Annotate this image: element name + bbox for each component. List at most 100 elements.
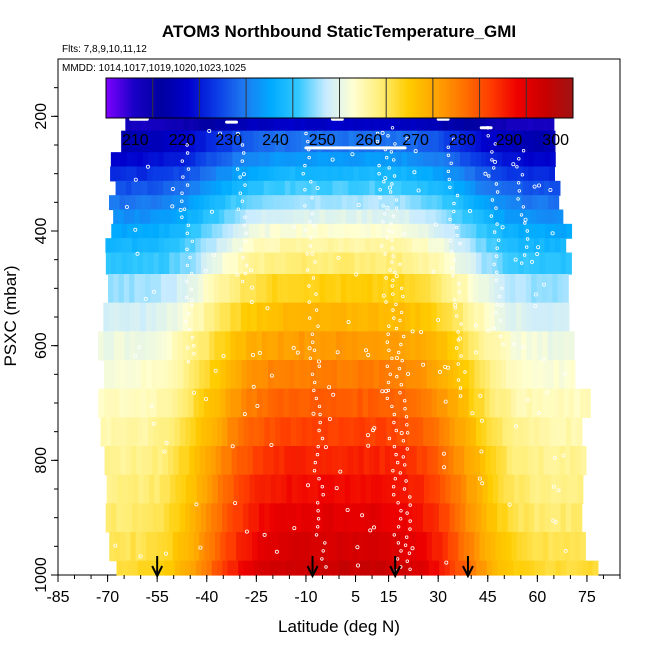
- heatmap-cell: [221, 166, 228, 182]
- heatmap-cell: [275, 252, 281, 275]
- heatmap-cell: [454, 152, 461, 168]
- heatmap-cell: [183, 360, 190, 390]
- heatmap-cell: [139, 209, 146, 225]
- sample-point: [456, 362, 460, 366]
- heatmap-cell: [110, 238, 117, 254]
- sample-point: [310, 332, 315, 336]
- sample-point: [250, 285, 255, 290]
- heatmap-cell: [279, 238, 286, 254]
- colorbar-swatch: [318, 78, 322, 118]
- sample-point: [410, 329, 415, 334]
- colorbar-gradient: [106, 78, 574, 118]
- heatmap-cell: [216, 417, 223, 447]
- heatmap-cell: [468, 388, 475, 418]
- colorbar-swatch: [260, 78, 263, 118]
- heatmap-cell: [232, 130, 239, 153]
- sample-point: [192, 344, 196, 348]
- heatmap-cell: [286, 474, 293, 504]
- heatmap-cell: [361, 209, 368, 225]
- heatmap-cell: [227, 560, 234, 576]
- heatmap-cell: [142, 152, 149, 168]
- heatmap-cell: [494, 274, 501, 304]
- heatmap-cell: [527, 109, 534, 132]
- heatmap-cell: [414, 274, 421, 304]
- sample-point: [392, 412, 396, 417]
- sample-point: [392, 444, 397, 449]
- heatmap-cell: [549, 238, 556, 254]
- heatmap-cell: [280, 252, 287, 275]
- heatmap-cell: [123, 209, 130, 225]
- heatmap-cell: [365, 223, 372, 239]
- heatmap-cell: [373, 388, 380, 418]
- heatmap-cell: [258, 166, 265, 182]
- heatmap-cell: [533, 166, 540, 182]
- colorbar-swatch: [330, 78, 333, 118]
- heatmap-cell: [291, 560, 297, 576]
- heatmap-cell: [359, 503, 366, 533]
- heatmap-cell: [404, 302, 411, 332]
- heatmap-cell: [120, 180, 127, 196]
- heatmap-cell: [557, 209, 564, 225]
- heatmap-cell: [342, 360, 348, 390]
- colorbar-ticks: 210 220 230 240 250 260 270 280 290 300: [122, 78, 574, 149]
- heatmap-cell: [523, 130, 530, 153]
- heatmap-cell: [391, 252, 398, 275]
- sample-point: [305, 252, 309, 256]
- sample-point: [185, 143, 189, 147]
- heatmap-cell: [167, 360, 174, 390]
- heatmap-cell: [550, 252, 557, 275]
- heatmap-cell: [540, 474, 547, 504]
- heatmap-cell: [119, 195, 126, 211]
- sample-point: [392, 174, 397, 178]
- heatmap-cell: [515, 274, 522, 304]
- sample-point: [403, 399, 407, 403]
- heatmap-cell: [236, 532, 243, 562]
- heatmap-cell: [421, 109, 428, 132]
- heatmap-cell: [195, 417, 202, 447]
- heatmap-cell: [576, 503, 583, 533]
- sample-point: [180, 199, 184, 203]
- colorbar-swatch: [162, 78, 165, 118]
- heatmap-cell: [189, 446, 196, 476]
- heatmap-cell: [155, 274, 162, 304]
- heatmap-cell: [359, 417, 366, 447]
- heatmap-cell: [474, 360, 481, 390]
- sample-point: [184, 319, 188, 324]
- sample-point: [521, 344, 526, 349]
- heatmap-cell: [117, 474, 124, 504]
- heatmap-cell: [492, 223, 499, 239]
- heatmap-cell: [446, 209, 453, 225]
- heatmap-cell: [146, 195, 152, 211]
- colorbar-frame: [105, 77, 574, 119]
- sample-point: [403, 463, 407, 467]
- heatmap-cell: [420, 331, 427, 361]
- heatmap-cell: [475, 152, 482, 168]
- heatmap-cell: [275, 223, 282, 239]
- colorbar-swatch: [495, 78, 499, 118]
- heatmap-cell: [471, 474, 478, 504]
- colorbar-swatch: [299, 78, 303, 118]
- sample-point: [545, 390, 550, 395]
- heatmap-cell: [486, 152, 493, 168]
- heatmap-cell: [357, 331, 364, 361]
- heatmap-cell: [317, 560, 324, 576]
- sample-point: [330, 157, 335, 162]
- heatmap-cell: [389, 109, 396, 132]
- sample-point: [446, 169, 451, 174]
- sample-point: [486, 328, 491, 333]
- heatmap-cell: [432, 109, 439, 132]
- heatmap-cell: [317, 252, 324, 275]
- sample-point: [519, 213, 524, 217]
- colorbar-swatch: [402, 78, 406, 118]
- heatmap-cell: [560, 238, 567, 254]
- sample-point: [455, 193, 460, 198]
- heatmap-cell: [127, 474, 134, 504]
- heatmap-cell: [460, 503, 466, 533]
- heatmap-cell: [499, 274, 506, 304]
- heatmap-cell: [454, 238, 461, 254]
- heatmap-cell: [257, 109, 264, 132]
- heatmap-cell: [153, 152, 160, 168]
- heatmap-cell: [330, 274, 337, 304]
- heatmap-cell: [116, 503, 123, 533]
- heatmap-cell: [252, 166, 259, 182]
